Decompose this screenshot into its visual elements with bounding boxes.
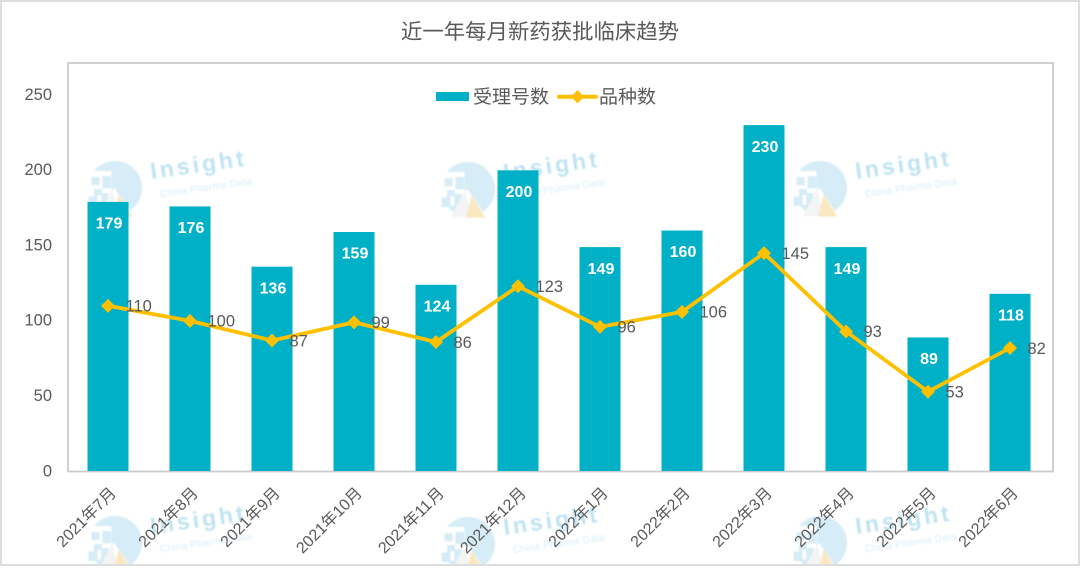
svg-text:93: 93 [864,323,882,341]
svg-text:160: 160 [670,244,697,261]
svg-text:200: 200 [506,184,533,201]
svg-text:0: 0 [43,462,52,480]
svg-text:250: 250 [24,86,52,104]
svg-text:200: 200 [24,161,52,179]
svg-text:149: 149 [588,261,615,278]
svg-text:110: 110 [126,298,152,316]
svg-text:150: 150 [24,236,52,254]
svg-text:96: 96 [618,319,636,337]
svg-text:87: 87 [290,332,308,350]
svg-text:86: 86 [454,334,472,352]
svg-text:100: 100 [24,312,52,330]
svg-text:176: 176 [178,220,205,237]
svg-text:230: 230 [752,139,779,156]
svg-text:53: 53 [946,384,964,402]
svg-text:100: 100 [208,313,236,331]
svg-text:149: 149 [834,261,861,278]
svg-text:99: 99 [372,314,390,332]
svg-text:136: 136 [260,280,287,297]
svg-text:159: 159 [342,246,369,263]
svg-text:179: 179 [96,216,123,233]
svg-text:106: 106 [700,304,728,322]
svg-text:123: 123 [536,278,564,296]
svg-text:82: 82 [1028,340,1046,358]
svg-text:124: 124 [424,299,451,316]
svg-text:118: 118 [998,308,1024,325]
svg-text:145: 145 [782,245,810,263]
svg-text:89: 89 [920,351,938,368]
svg-text:50: 50 [34,387,52,405]
